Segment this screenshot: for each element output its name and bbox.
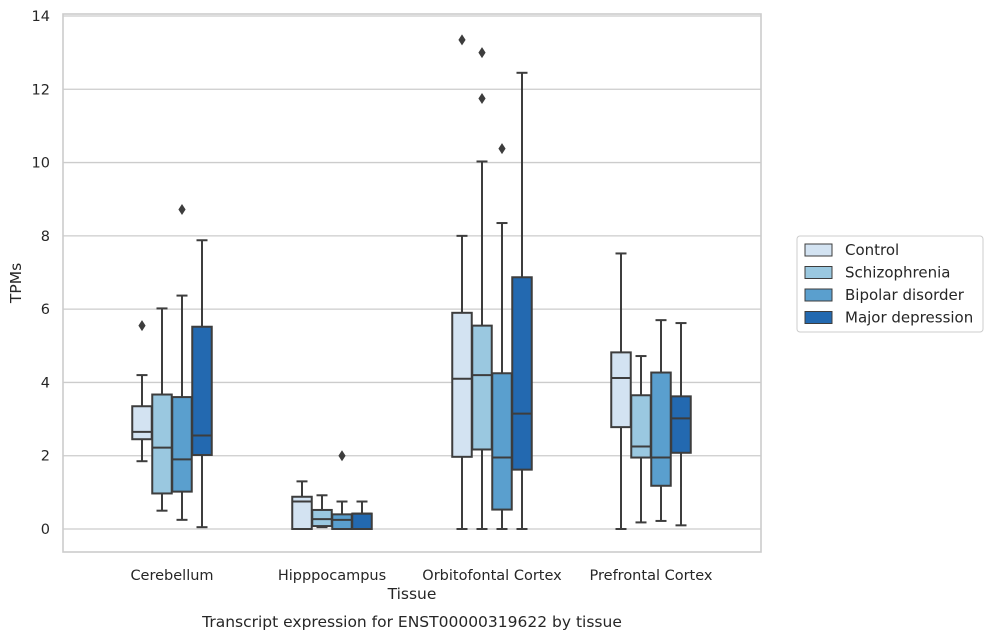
legend-swatch	[804, 311, 833, 324]
box-body	[670, 395, 692, 454]
box-body	[331, 513, 353, 530]
box-control	[291, 480, 313, 530]
box-body	[451, 311, 473, 458]
box-body	[650, 371, 672, 487]
chart-caption: Transcript expression for ENST0000031962…	[201, 613, 622, 631]
legend-label: Major depression	[845, 309, 973, 327]
y-tick-label: 8	[41, 229, 50, 245]
y-axis-title: TPMs	[7, 263, 25, 304]
box-schizophrenia	[151, 307, 173, 512]
x-axis-title: Tissue	[387, 585, 437, 603]
legend: Control Schizophrenia Bipolar disorder Majo…	[796, 235, 984, 333]
outlier-point	[338, 450, 346, 462]
outlier-point	[478, 92, 486, 104]
x-axis-ticks: Cerebellum Hipppocampus Orbitofontal Corte…	[130, 568, 712, 584]
outlier-point	[478, 47, 486, 59]
outlier-point	[458, 34, 466, 46]
x-tick-label: Hipppocampus	[278, 568, 386, 584]
box-major-depression	[351, 500, 373, 530]
box-body	[311, 508, 333, 528]
x-tick-label: Cerebellum	[130, 568, 213, 584]
box-body	[131, 405, 153, 441]
box-schizophrenia	[311, 494, 333, 529]
y-tick-label: 0	[41, 522, 50, 538]
box-major-depression	[670, 322, 692, 527]
box-body	[471, 324, 493, 451]
x-tick-label: Prefrontal Cortex	[590, 568, 713, 584]
y-tick-label: 4	[41, 375, 50, 391]
legend-label: Schizophrenia	[845, 264, 950, 282]
y-tick-label: 10	[32, 156, 50, 172]
box-body	[351, 512, 373, 530]
box-body	[151, 393, 173, 495]
box-control	[610, 252, 632, 530]
box-body	[511, 276, 533, 471]
y-axis-ticks: 0 2 4 6 8 10 12 14	[32, 9, 50, 538]
legend-swatch	[804, 243, 833, 257]
outlier-point	[178, 203, 186, 215]
outlier-point	[498, 143, 506, 155]
box-control	[131, 320, 153, 463]
outlier-point	[138, 320, 146, 332]
box-major-depression	[191, 239, 213, 529]
x-tick-label: Orbitofontal Cortex	[422, 568, 562, 584]
box-body	[610, 351, 632, 429]
y-tick-label: 6	[41, 302, 50, 318]
box-body	[491, 372, 513, 511]
box-groups	[131, 34, 692, 530]
box-body	[191, 325, 213, 456]
legend-swatch	[804, 266, 833, 279]
legend-label: Control	[845, 241, 899, 259]
y-tick-label: 2	[41, 449, 50, 465]
y-tick-label: 14	[32, 9, 50, 25]
box-control	[451, 34, 473, 530]
box-schizophrenia	[630, 355, 652, 524]
legend-swatch	[804, 288, 833, 302]
y-tick-label: 12	[32, 82, 50, 98]
legend-frame	[796, 235, 984, 333]
box-bipolar-disorder	[331, 450, 353, 530]
box-body	[630, 394, 652, 459]
box-body	[171, 396, 193, 493]
box-major-depression	[511, 71, 533, 530]
legend-label: Bipolar disorder	[845, 286, 965, 304]
